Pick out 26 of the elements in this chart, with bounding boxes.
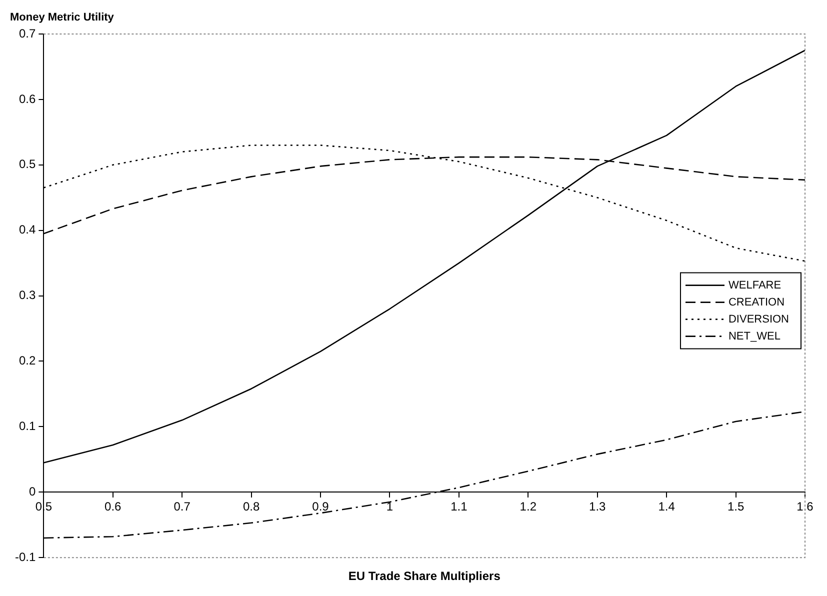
- legend-label: CREATION: [728, 296, 785, 308]
- x-axis-title: EU Trade Share Multipliers: [348, 569, 501, 584]
- x-tick-label: 0.9: [312, 500, 330, 514]
- x-tick-label: 0.6: [104, 500, 122, 514]
- x-tick-label: 1.1: [450, 500, 468, 514]
- x-tick-label: 1.4: [658, 500, 676, 514]
- y-tick-label: 0.1: [18, 419, 36, 434]
- y-tick-label: 0: [28, 484, 36, 498]
- x-tick-label: 1.6: [796, 500, 814, 514]
- legend-label: WELFARE: [728, 279, 782, 292]
- legend-label: NET_WEL: [728, 330, 780, 342]
- x-tick-label: 1.5: [727, 500, 744, 514]
- y-tick-label: 0.6: [18, 92, 36, 106]
- y-axis-title: Money Metric Utility: [10, 12, 115, 24]
- y-tick-label: -0.1: [14, 550, 36, 564]
- y-tick-label: 0.7: [18, 26, 36, 40]
- x-tick-label: 0.8: [242, 500, 260, 514]
- x-tick-label: 1.2: [520, 500, 537, 514]
- y-tick-label: 0.4: [18, 222, 36, 237]
- legend-label: DIVERSION: [728, 313, 790, 326]
- x-tick-label: 0.7: [174, 500, 191, 514]
- x-tick-label: 1: [386, 500, 394, 514]
- y-tick-label: 0.2: [18, 354, 36, 368]
- y-tick-label: 0.3: [18, 288, 36, 302]
- y-tick-label: 0.5: [18, 157, 36, 172]
- x-tick-label: 1.3: [589, 500, 606, 514]
